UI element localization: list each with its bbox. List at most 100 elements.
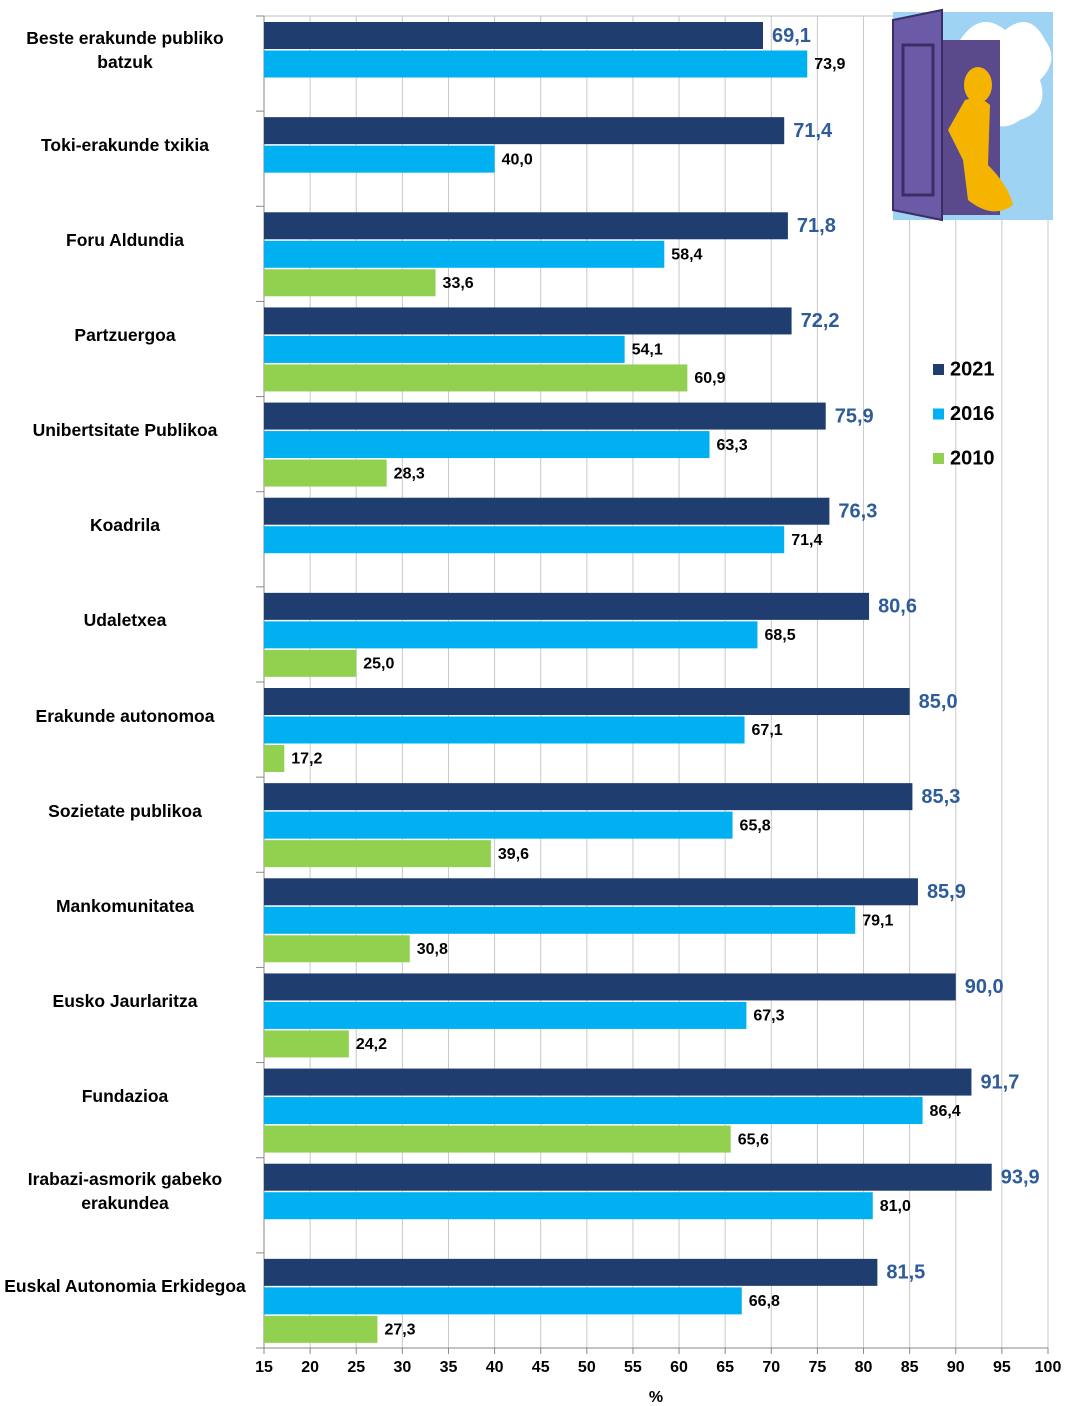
value-label: 93,9 — [1001, 1166, 1040, 1188]
x-tick-label: 25 — [347, 1359, 365, 1376]
category-label: Fundazioa — [81, 1086, 169, 1107]
bar — [264, 459, 387, 487]
x-tick-label: 75 — [809, 1359, 827, 1376]
value-label: 58,4 — [671, 247, 702, 264]
x-tick-label: 85 — [901, 1359, 919, 1376]
value-label: 73,9 — [814, 56, 845, 73]
category-label: Mankomunitatea — [55, 895, 195, 916]
value-label: 71,8 — [797, 215, 836, 237]
x-tick-label: 55 — [624, 1359, 642, 1376]
value-label: 33,6 — [443, 275, 474, 292]
bar — [264, 840, 491, 868]
bar — [264, 497, 830, 525]
x-tick-label: 70 — [762, 1359, 780, 1376]
category-label: Irabazi-asmorik gabeko erakundea — [27, 1169, 223, 1214]
category-label: Partzuergoa — [74, 325, 176, 345]
x-tick-label: 50 — [578, 1359, 596, 1376]
bar — [264, 22, 763, 49]
value-label: 67,1 — [752, 722, 783, 739]
value-label: 65,6 — [738, 1131, 769, 1148]
value-label: 85,9 — [927, 881, 966, 903]
category-label: Erakunde autonomoa — [35, 705, 215, 726]
bar — [264, 431, 710, 459]
value-label: 67,3 — [753, 1008, 784, 1025]
bar — [264, 878, 918, 906]
category-label: Beste erakunde publiko batzuk — [26, 27, 224, 72]
bar — [264, 1125, 731, 1153]
bar — [264, 526, 785, 554]
x-tick-label: 90 — [947, 1359, 965, 1376]
x-tick-label: 40 — [486, 1359, 504, 1376]
value-label: 79,1 — [862, 913, 893, 930]
value-label: 85,0 — [919, 691, 958, 713]
bar — [264, 269, 436, 297]
bar — [264, 592, 870, 620]
bar — [264, 1097, 923, 1125]
bar — [264, 1258, 878, 1286]
bar — [264, 688, 910, 715]
legend-swatch — [933, 364, 944, 375]
value-label: 90,0 — [965, 976, 1004, 998]
legend-swatch — [933, 453, 944, 464]
x-tick-label: 80 — [855, 1359, 873, 1376]
value-label: 39,6 — [498, 846, 529, 863]
bar — [264, 1001, 747, 1029]
value-label: 28,3 — [394, 465, 425, 482]
value-label: 81,5 — [886, 1262, 925, 1284]
x-tick-label: 15 — [255, 1359, 273, 1376]
value-label: 69,1 — [772, 25, 811, 47]
bar — [264, 1287, 742, 1315]
bar — [264, 1192, 873, 1220]
bar — [264, 1030, 349, 1058]
bar — [264, 212, 788, 240]
category-label: Foru Aldundia — [66, 229, 184, 250]
bar — [264, 240, 665, 268]
x-tick-label: 100 — [1035, 1359, 1062, 1376]
value-label: 27,3 — [384, 1322, 415, 1339]
category-label: Udaletxea — [83, 610, 167, 631]
value-label: 91,7 — [980, 1071, 1019, 1093]
value-label: 63,3 — [716, 437, 747, 454]
value-label: 76,3 — [838, 500, 877, 522]
value-label: 30,8 — [417, 941, 448, 958]
bar — [264, 117, 785, 145]
x-tick-label: 20 — [301, 1359, 319, 1376]
x-tick-label: 60 — [670, 1359, 688, 1376]
value-label: 71,4 — [791, 532, 822, 549]
value-label: 17,2 — [291, 751, 322, 768]
legend-label: 2021 — [950, 358, 995, 380]
bar — [264, 1315, 378, 1343]
category-label: Eusko Jaurlaritza — [52, 991, 198, 1011]
value-label: 25,0 — [363, 656, 394, 673]
x-tick-label: 30 — [393, 1359, 411, 1376]
category-label: Sozietate publikoa — [48, 800, 202, 821]
bar — [264, 50, 808, 78]
value-label: 85,3 — [921, 786, 960, 808]
x-tick-label: 45 — [532, 1359, 550, 1376]
value-label: 81,0 — [880, 1198, 911, 1215]
value-label: 40,0 — [502, 151, 533, 168]
bar — [264, 716, 745, 744]
bar — [264, 364, 688, 392]
value-label: 65,8 — [740, 817, 771, 834]
x-tick-label: 95 — [993, 1359, 1011, 1376]
value-label: 75,9 — [835, 405, 874, 427]
value-label: 80,6 — [878, 596, 917, 618]
bar — [264, 335, 625, 363]
value-label: 86,4 — [930, 1103, 961, 1120]
category-label: Unibertsitate Publikoa — [32, 420, 218, 441]
bar — [264, 906, 856, 934]
legend-label: 2016 — [950, 403, 995, 425]
value-label: 60,9 — [694, 370, 725, 387]
bar — [264, 307, 792, 335]
legend-label: 2010 — [950, 447, 995, 469]
plot: 15 20 25 30 35 40 45 50 55 60 65 70 75 80 85 90 95 100 69,… — [255, 15, 1062, 1376]
bar — [264, 145, 495, 173]
bar — [264, 935, 410, 963]
value-label: 71,4 — [793, 120, 833, 142]
legend-swatch — [933, 408, 944, 420]
category-label: Koadrila — [89, 515, 161, 536]
bar — [264, 621, 758, 649]
